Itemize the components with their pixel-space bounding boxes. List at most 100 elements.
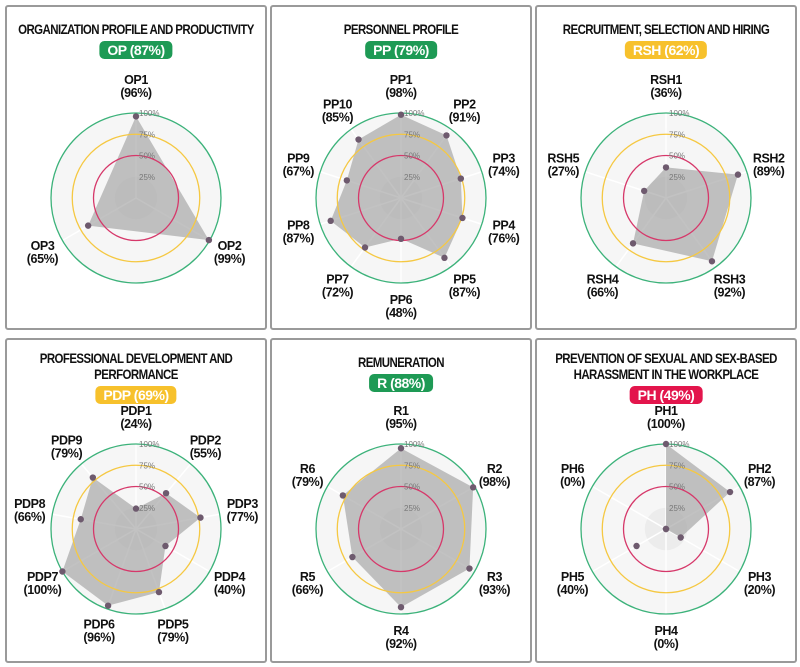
value-label: (66%) (14, 510, 46, 524)
data-point[interactable] (441, 254, 448, 262)
radar-chart: 100% 75% 50% 25% R1(95%) R2(98%) R3(93%) R4(92%… (292, 404, 511, 651)
data-point[interactable] (662, 525, 670, 533)
data-point[interactable] (327, 217, 334, 225)
data-point[interactable] (397, 604, 405, 611)
data-point[interactable] (457, 175, 465, 182)
axis-label: PDP5(79%) (157, 617, 189, 644)
data-point[interactable] (633, 542, 640, 550)
data-point[interactable] (726, 488, 734, 496)
radar-area (342, 448, 474, 608)
category-label: PDP1 (120, 404, 152, 418)
data-point[interactable] (59, 568, 66, 575)
score-badge: PDP (69%) (95, 386, 177, 404)
axis-label: PDP1(24%) (120, 404, 152, 431)
data-point[interactable] (197, 514, 204, 521)
ring-tick-label: 25% (669, 504, 685, 513)
axis-label: PDP9(79%) (51, 433, 83, 460)
data-point[interactable] (466, 565, 473, 572)
radar-area (88, 116, 209, 241)
ring-tick-label: 25% (669, 173, 685, 182)
data-point[interactable] (397, 445, 405, 452)
data-point[interactable] (469, 484, 477, 491)
axis-label: PP10(85%) (322, 98, 354, 125)
value-label: (79%) (157, 630, 189, 644)
data-point[interactable] (339, 492, 347, 499)
data-point[interactable] (677, 534, 684, 541)
value-label: (99%) (214, 252, 246, 266)
radar-chart: 100% 75% 50% 25% PP1(98%) PP2(91%) PP3(74%) PP4… (283, 73, 520, 320)
value-label: (40%) (214, 583, 246, 597)
axis-label: PP4(76%) (488, 218, 520, 245)
score-badge: OP (87%) (99, 41, 173, 59)
data-point[interactable] (397, 235, 405, 242)
data-point[interactable] (355, 136, 362, 143)
category-label: PP7 (326, 272, 349, 286)
threshold-ring (71, 464, 201, 594)
panel-title-line: PERFORMANCE (94, 366, 178, 382)
data-point[interactable] (205, 236, 213, 244)
value-label: (89%) (753, 165, 785, 179)
category-label: PP10 (323, 98, 352, 112)
category-label: PP4 (492, 218, 515, 232)
value-label: (98%) (385, 86, 417, 100)
panel-title: ORGANIZATION PROFILE AND PRODUCTIVITY (14, 21, 258, 37)
value-label: (67%) (283, 165, 315, 179)
radar-area (636, 444, 731, 546)
ring-tick-label: 100% (404, 440, 424, 449)
data-point[interactable] (162, 542, 169, 550)
ring-tick-label: 25% (404, 504, 420, 513)
data-point[interactable] (155, 588, 163, 596)
axis-label: PDP7(100%) (24, 570, 63, 597)
data-point[interactable] (662, 164, 670, 171)
data-point[interactable] (84, 222, 92, 229)
ring-tick-label: 50% (404, 152, 420, 161)
ring-tick-label: 25% (404, 173, 420, 182)
ring-tick-label: 100% (139, 440, 159, 449)
radar-panel: PROFESSIONAL DEVELOPMENT AND PERFORMANCE P… (5, 338, 267, 663)
axis-label: PH1(100%) (647, 404, 686, 431)
data-point[interactable] (629, 240, 637, 247)
panel-title-line: PERSONNEL PROFILE (343, 21, 459, 37)
data-point[interactable] (459, 214, 466, 222)
data-point[interactable] (361, 244, 369, 251)
axis-label: PH2(87%) (744, 462, 776, 489)
value-label: (77%) (227, 510, 259, 524)
category-label: PH4 (654, 624, 678, 638)
category-label: RSH1 (650, 73, 682, 87)
data-point[interactable] (443, 132, 450, 139)
category-label: PDP6 (84, 617, 116, 631)
axis-label: PP8(87%) (283, 218, 315, 245)
data-point[interactable] (349, 553, 356, 561)
threshold-ring (580, 112, 752, 284)
data-point[interactable] (640, 187, 648, 195)
axis-label: PDP2(55%) (190, 433, 222, 460)
ring-tick-label: 25% (139, 504, 155, 513)
axis-label: OP1(96%) (120, 73, 152, 100)
radar-chart: 100% 75% 50% 25% OP1(96%) OP2(99%) OP3(65%) (27, 73, 246, 284)
threshold-ring (50, 112, 222, 284)
panel-title-line: HARASSMENT IN THE WORKPLACE (573, 366, 759, 382)
category-label: PH6 (561, 462, 585, 476)
data-point[interactable] (132, 113, 140, 120)
category-label: R1 (393, 404, 409, 418)
data-point[interactable] (708, 258, 716, 265)
data-point[interactable] (104, 602, 112, 609)
value-label: (87%) (449, 285, 481, 299)
data-point[interactable] (397, 111, 405, 118)
radar-panel: PERSONNEL PROFILE PP (79%) 100% 75% 50% 25% PP… (270, 5, 532, 330)
data-point[interactable] (662, 440, 670, 448)
value-label: (96%) (120, 86, 152, 100)
axis-label: RSH5(27%) (547, 152, 580, 179)
data-point[interactable] (77, 516, 84, 523)
panel-title-line: REMUNERATION (357, 354, 445, 370)
category-label: PP9 (287, 152, 310, 166)
ring-tick-label: 100% (669, 109, 689, 118)
data-point[interactable] (343, 177, 351, 184)
data-point[interactable] (89, 474, 97, 481)
data-point[interactable] (162, 489, 170, 497)
axis-label: PP6(48%) (385, 293, 417, 320)
data-point[interactable] (132, 505, 140, 512)
ring-tick-label: 25% (139, 173, 155, 182)
value-label: (74%) (488, 165, 520, 179)
data-point[interactable] (734, 171, 742, 178)
